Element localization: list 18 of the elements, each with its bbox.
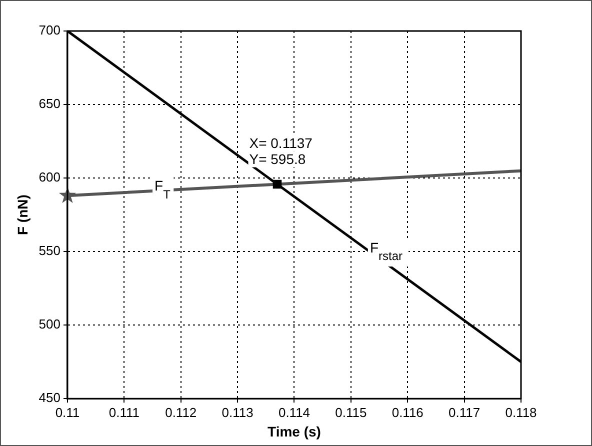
x-tick-label: 0.118 xyxy=(505,404,537,420)
y-axis-title: F (nN) xyxy=(14,194,30,236)
x-tick-label: 0.113 xyxy=(222,404,254,420)
x-tick-label: 0.117 xyxy=(448,404,480,420)
y-tick-label: 650 xyxy=(38,96,60,112)
y-tick-label: 700 xyxy=(38,22,60,38)
y-tick-label: 550 xyxy=(38,243,60,258)
x-tick-label: 0.114 xyxy=(278,404,310,420)
y-tick-label: 450 xyxy=(38,390,60,406)
annotation: X= 0.1137 Y= 595.8 xyxy=(249,135,313,168)
x-tick-label: 0.111 xyxy=(108,404,140,420)
x-axis-title: Time (s) xyxy=(268,423,321,440)
y-tick-label: 500 xyxy=(38,316,60,332)
x-tick-label: 0.11 xyxy=(55,404,80,420)
y-tick-label: 600 xyxy=(38,170,60,185)
x-tick-label: 0.112 xyxy=(165,404,197,420)
x-tick-label: 0.116 xyxy=(392,404,424,420)
x-tick-label: 0.115 xyxy=(335,404,367,420)
